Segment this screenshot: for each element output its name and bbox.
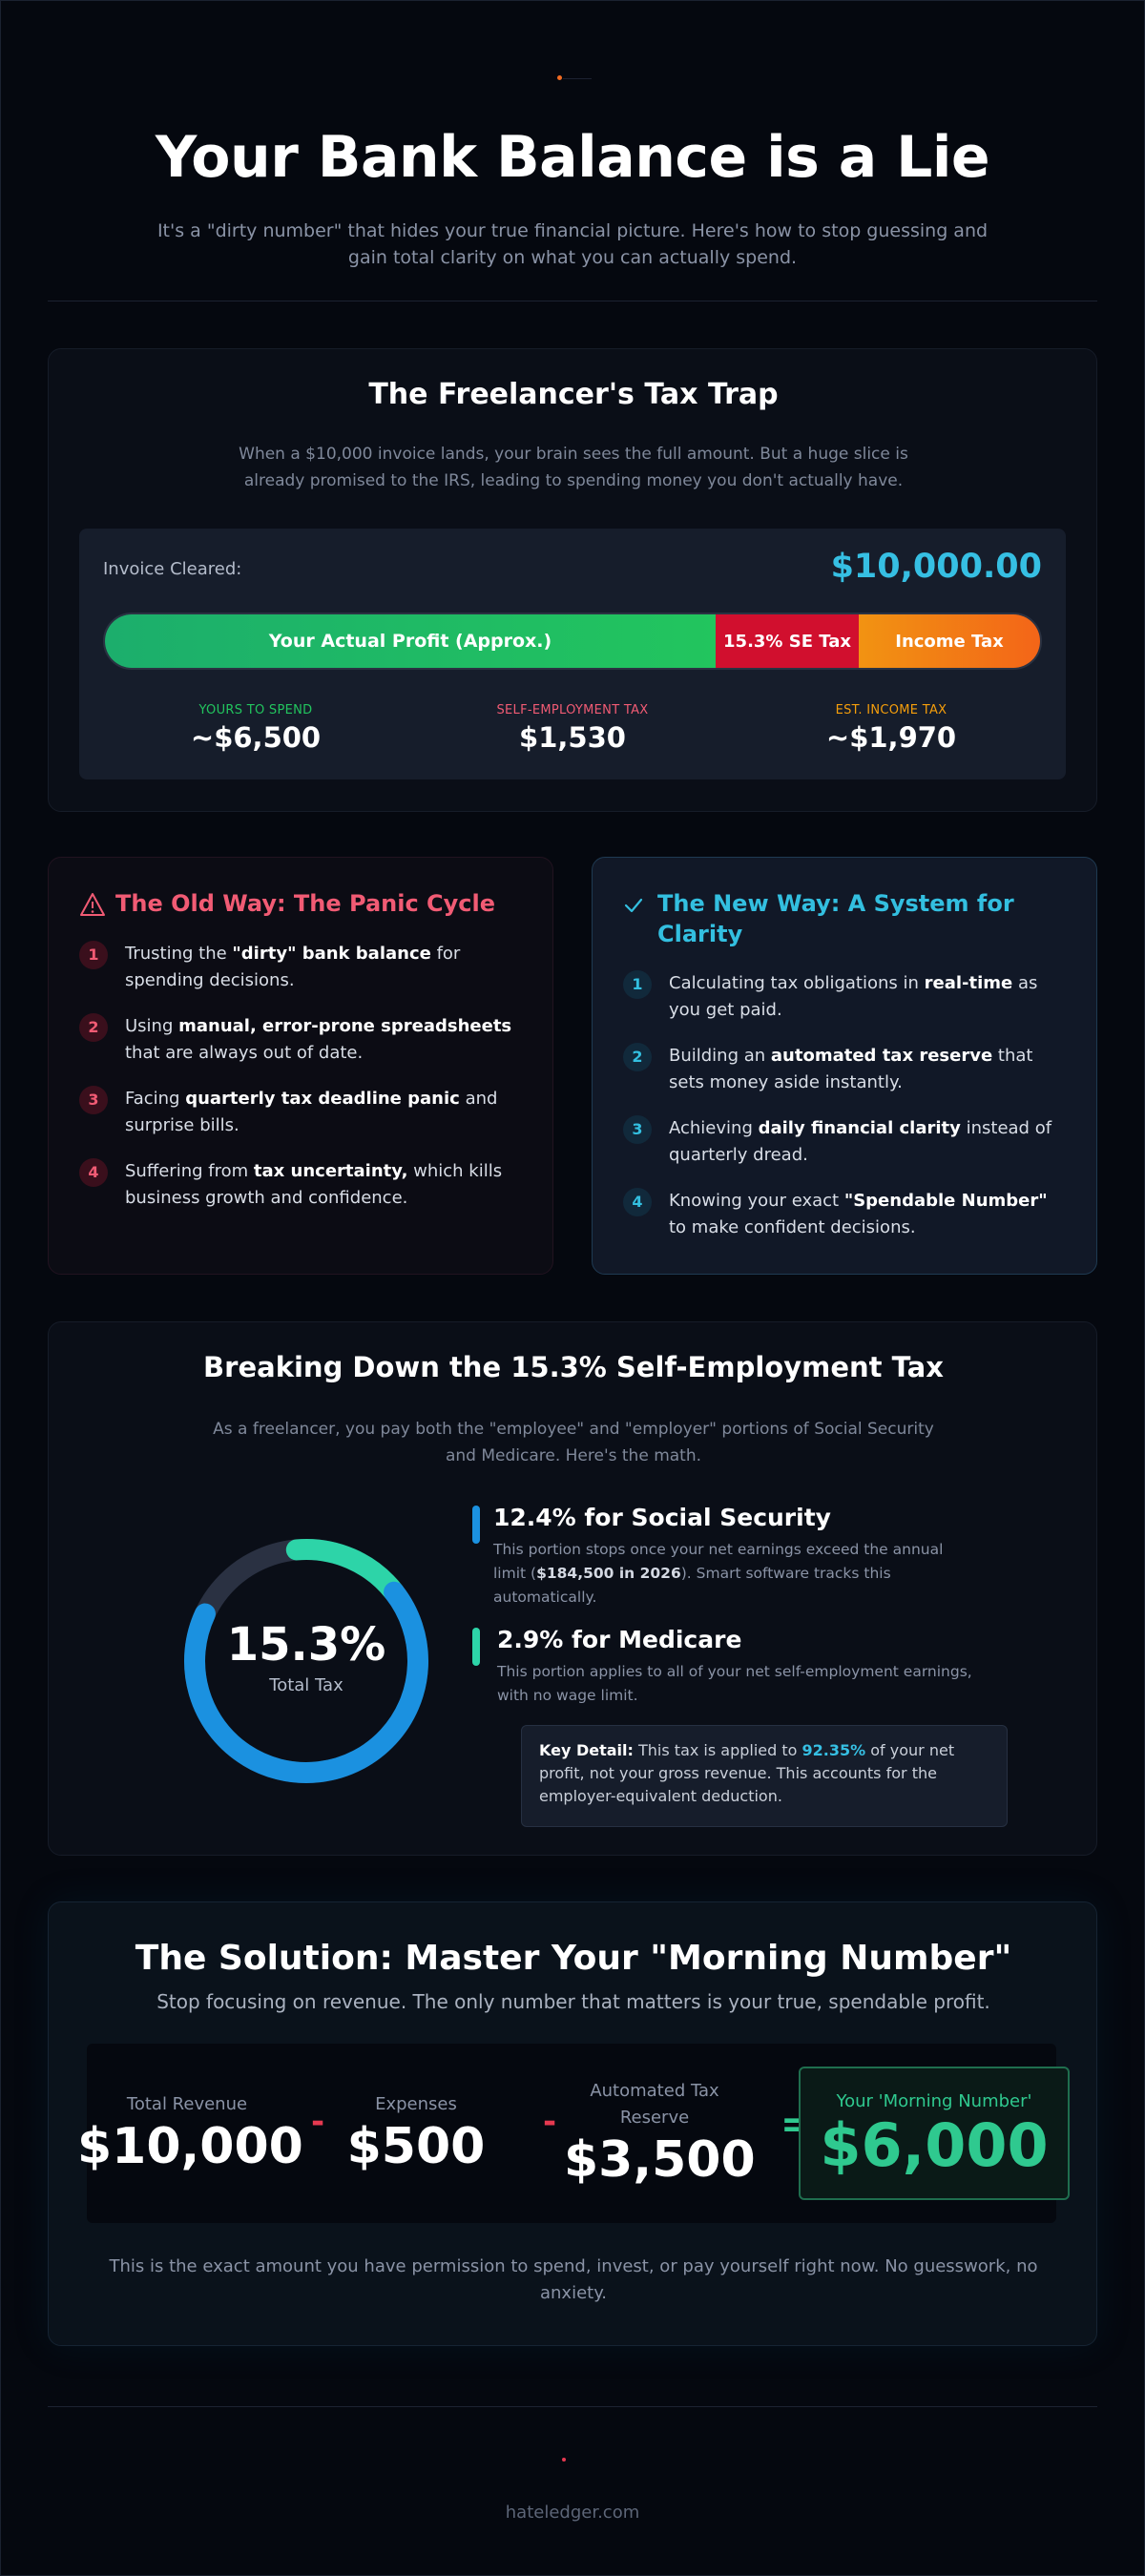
revenue-term: Total Revenue $10,000 xyxy=(77,2091,303,2175)
result-value: $6,000 xyxy=(820,2110,1049,2180)
list-item: 2 Using manual, error-prone spreadsheets… xyxy=(79,1013,526,1067)
new-way-title: The New Way: A System for Clarity xyxy=(657,890,1014,947)
reserve-term: Automated Tax Reserve $3,500 xyxy=(564,2078,756,2189)
tax-trap-card: The Freelancer's Tax Trap When a $10,000… xyxy=(48,348,1097,812)
tax-breakdown-bar: Your Actual Profit (Approx.) 15.3% SE Ta… xyxy=(103,613,1042,670)
step-number: 4 xyxy=(623,1188,652,1216)
profit-segment: Your Actual Profit (Approx.) xyxy=(105,614,716,668)
donut-segment-social-security xyxy=(184,1581,428,1783)
term-value: $500 xyxy=(346,2118,486,2175)
solution-subtitle: Stop focusing on revenue. The only numbe… xyxy=(156,1990,990,2013)
stat-label: SELF-EMPLOYMENT TAX xyxy=(496,703,649,717)
term-value: $10,000 xyxy=(77,2118,303,2175)
stat-value: ~$6,500 xyxy=(190,721,322,754)
stat-yours-to-spend: YOURS TO SPEND ~$6,500 xyxy=(98,703,413,754)
social-security-legend: 12.4% for Social Security This portion s… xyxy=(472,1504,1007,1609)
donut-chart: 15.3% Total Tax xyxy=(182,1537,430,1785)
warning-icon xyxy=(80,893,105,916)
page-subtitle: It's a "dirty number" that hides your tr… xyxy=(156,220,989,268)
stat-se-tax: SELF-EMPLOYMENT TAX $1,530 xyxy=(415,703,730,754)
tax-trap-description: When a $10,000 invoice lands, your brain… xyxy=(239,445,908,490)
morning-number-box: Your 'Morning Number' $6,000 xyxy=(799,2067,1070,2200)
old-way-title: The Old Way: The Panic Cycle xyxy=(115,890,496,917)
term-value: $3,500 xyxy=(564,2131,756,2189)
divider xyxy=(563,78,592,79)
se-tax-title: Breaking Down the 15.3% Self-Employment … xyxy=(203,1351,944,1383)
solution-title: The Solution: Master Your "Morning Numbe… xyxy=(135,1939,1012,1978)
step-number: 2 xyxy=(623,1043,652,1071)
step-number: 1 xyxy=(79,941,108,969)
invoice-panel: Invoice Cleared: $10,000.00 Your Actual … xyxy=(79,529,1066,779)
list-item: 2 Building an automated tax reserve that… xyxy=(623,1043,1070,1096)
invoice-label: Invoice Cleared: xyxy=(103,559,242,579)
divider xyxy=(48,2406,1097,2407)
legend-swatch xyxy=(472,1506,480,1544)
legend-title: 12.4% for Social Security xyxy=(493,1504,831,1531)
invoice-amount: $10,000.00 xyxy=(830,548,1042,586)
step-number: 3 xyxy=(79,1086,108,1114)
medicare-legend: 2.9% for Medicare This portion applies t… xyxy=(472,1626,1007,1704)
tax-trap-title: The Freelancer's Tax Trap xyxy=(368,378,779,411)
stat-label: EST. INCOME TAX xyxy=(835,703,947,717)
check-icon xyxy=(624,898,643,913)
list-item: 3 Achieving daily financial clarity inst… xyxy=(623,1115,1070,1169)
minus-operator: - xyxy=(543,2103,557,2141)
new-way-card: The New Way: A System for Clarity 1 Calc… xyxy=(592,857,1097,1275)
result-label: Your 'Morning Number' xyxy=(836,2091,1032,2111)
donut-label: Total Tax xyxy=(269,1675,344,1695)
list-item: 1 Calculating tax obligations in real-ti… xyxy=(623,970,1070,1024)
stat-income-tax: EST. INCOME TAX ~$1,970 xyxy=(734,703,1049,754)
key-detail-box: Key Detail: This tax is applied to 92.35… xyxy=(521,1725,1008,1827)
stat-value: $1,530 xyxy=(519,721,626,754)
accent-dot xyxy=(562,2458,566,2462)
legend-description: This portion applies to all of your net … xyxy=(497,1663,972,1704)
income-tax-segment: Income Tax xyxy=(859,614,1040,668)
legend-description: This portion stops once your net earning… xyxy=(493,1541,944,1606)
legend-title: 2.9% for Medicare xyxy=(497,1626,742,1653)
donut-value: 15.3% xyxy=(226,1618,386,1672)
list-item: 1 Trusting the "dirty" bank balance for … xyxy=(79,941,526,994)
term-label: Automated Tax Reserve xyxy=(590,2081,719,2128)
list-item: 3 Facing quarterly tax deadline panic an… xyxy=(79,1086,526,1139)
list-item: 4 Knowing your exact "Spendable Number" … xyxy=(623,1188,1070,1241)
solution-footnote: This is the exact amount you have permis… xyxy=(109,2256,1038,2303)
term-label: Total Revenue xyxy=(126,2094,248,2114)
minus-operator: - xyxy=(311,2103,325,2141)
se-tax-card: Breaking Down the 15.3% Self-Employment … xyxy=(48,1321,1097,1856)
accent-dot xyxy=(557,75,562,80)
step-number: 4 xyxy=(79,1158,108,1187)
donut-segment-medicare xyxy=(285,1539,406,1603)
step-number: 2 xyxy=(79,1013,108,1042)
list-item: 4 Suffering from tax uncertainty, which … xyxy=(79,1158,526,1212)
legend-swatch xyxy=(472,1628,480,1666)
donut-svg xyxy=(184,1539,428,1783)
stat-value: ~$1,970 xyxy=(825,721,957,754)
page-title: Your Bank Balance is a Lie xyxy=(155,124,990,191)
se-tax-description: As a freelancer, you pay both the "emplo… xyxy=(213,1420,934,1465)
expenses-term: Expenses $500 xyxy=(335,2091,497,2175)
se-tax-segment: 15.3% SE Tax xyxy=(716,614,859,668)
term-label: Expenses xyxy=(375,2094,457,2114)
step-number: 1 xyxy=(623,970,652,999)
stat-label: YOURS TO SPEND xyxy=(198,703,313,717)
footer-link[interactable]: hateledger.com xyxy=(505,2503,640,2523)
step-number: 3 xyxy=(623,1115,652,1144)
old-way-card: The Old Way: The Panic Cycle 1 Trusting … xyxy=(48,857,553,1275)
solution-card: The Solution: Master Your "Morning Numbe… xyxy=(48,1901,1097,2346)
